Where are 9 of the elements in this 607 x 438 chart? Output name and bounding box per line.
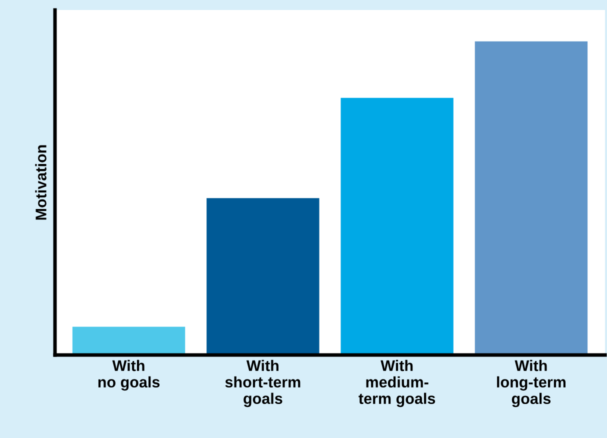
x-tick-label: With no goals — [98, 360, 160, 391]
bar — [474, 41, 588, 355]
x-tick-label: With long-term goals — [497, 360, 566, 408]
x-tick-label: With short-term goals — [225, 360, 300, 408]
bar — [340, 98, 454, 355]
x-tick-label: With medium- term goals — [358, 360, 436, 408]
y-axis-title: Motivation — [35, 145, 46, 220]
bar — [206, 198, 320, 355]
bar — [72, 326, 186, 355]
